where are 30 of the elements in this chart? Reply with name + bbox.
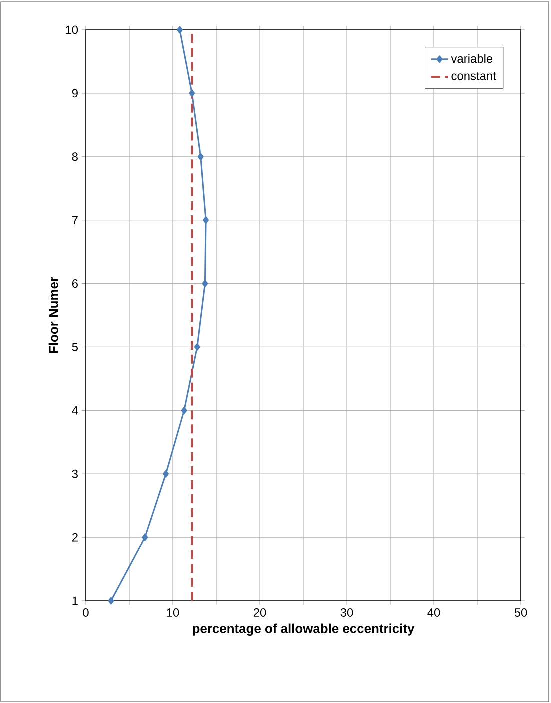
point (198, 153, 204, 161)
y-tick-label: 6 (72, 280, 78, 288)
x-axis-title: percentage of allowable eccentricity (193, 624, 415, 636)
y-tick-label: 8 (72, 152, 78, 162)
point (176, 26, 183, 34)
y-tick-label: 9 (72, 89, 78, 98)
point (181, 406, 188, 414)
x-tick-label: 20 (254, 608, 266, 617)
x-tick-label: 10 (167, 608, 180, 617)
y-tick-label: 10 (66, 26, 78, 34)
point (189, 90, 196, 98)
point (108, 597, 114, 605)
y-axis-title: Floor Numer (48, 277, 58, 354)
y-tick-label: 4 (72, 406, 78, 415)
y-tick-label: 7 (72, 216, 78, 224)
point (202, 280, 208, 288)
x-tick-label: 40 (428, 608, 440, 617)
legend-label: constant (452, 72, 496, 80)
point (142, 534, 148, 542)
point (203, 216, 210, 224)
y-tick-label: 5 (72, 343, 78, 352)
point (163, 470, 170, 478)
y-tick-label: 1 (72, 596, 78, 606)
x-tick-label: 30 (340, 608, 354, 617)
x-tick-label: 50 (514, 608, 528, 617)
x-tick-label: 0 (83, 608, 89, 617)
y-tick-label: 2 (72, 533, 78, 542)
y-tick-label: 3 (72, 470, 78, 478)
legend-label: variable (451, 54, 493, 64)
point (194, 343, 200, 351)
